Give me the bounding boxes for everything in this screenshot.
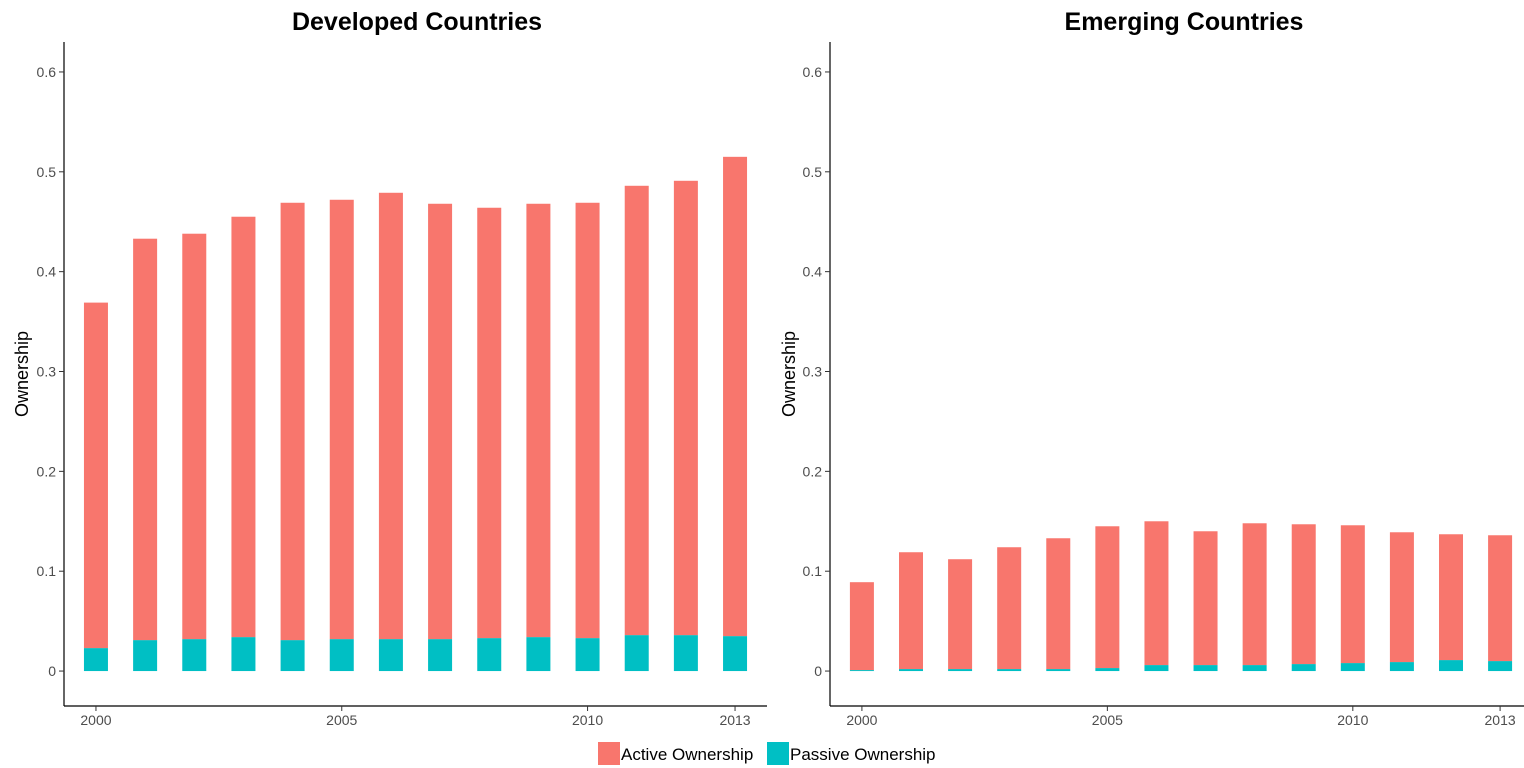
bar-passive — [1242, 665, 1267, 672]
x-ticks-emerging: 2000 2005 2010 2013 — [846, 706, 1516, 728]
bar-active — [1095, 526, 1120, 669]
y-axis-title-developed: Ownership — [12, 331, 32, 417]
y-tick-label: 0.4 — [37, 264, 57, 280]
bar-passive — [948, 669, 973, 672]
y-tick-label: 0.6 — [803, 64, 823, 80]
bar-passive — [83, 648, 108, 672]
x-tick-label: 2010 — [1337, 712, 1368, 728]
legend: Active Ownership Passive Ownership — [598, 742, 936, 765]
bars-developed — [83, 156, 748, 672]
bar-active — [575, 202, 600, 639]
y-ticks-emerging: 0 0.1 0.2 0.3 0.4 0.5 0.6 — [803, 64, 830, 679]
bar-passive — [1095, 668, 1120, 672]
bar-active — [624, 185, 649, 636]
bar-passive — [1389, 662, 1414, 672]
x-tick-label: 2000 — [846, 712, 877, 728]
bar-passive — [526, 637, 551, 672]
panel-emerging-countries: Emerging Countries Ownership 00.10.20.30… — [779, 8, 1524, 728]
bar-active — [1193, 531, 1218, 666]
panel-title-developed: Developed Countries — [292, 8, 542, 36]
bar-active — [1488, 535, 1513, 662]
panel-title-emerging: Emerging Countries — [1065, 8, 1304, 36]
y-tick-label: 0.3 — [37, 364, 57, 380]
bar-passive — [133, 640, 158, 672]
bar-active — [723, 156, 748, 637]
bar-passive — [849, 670, 874, 672]
legend-label-active: Active Ownership — [621, 745, 753, 764]
panel-developed-countries: Developed Countries Ownership 0 0.1 0.2 0.3… — [12, 8, 767, 728]
legend-swatch-passive — [767, 742, 789, 765]
y-tick-label: 0.2 — [803, 463, 823, 479]
y-tick-label: 0.5 — [803, 164, 823, 180]
bar-passive — [673, 635, 698, 672]
bar-active — [849, 582, 874, 671]
bar-passive — [575, 638, 600, 672]
legend-label-passive: Passive Ownership — [790, 745, 936, 764]
bar-active — [378, 192, 403, 640]
bars-emerging — [849, 521, 1513, 672]
bar-active — [1389, 532, 1414, 663]
bar-active — [526, 203, 551, 638]
bar-passive — [723, 636, 748, 672]
bar-passive — [1144, 665, 1169, 672]
bar-active — [477, 207, 502, 639]
bar-active — [673, 180, 698, 636]
y-tick-label: 0.3 — [803, 364, 823, 380]
x-tick-label: 2005 — [326, 712, 357, 728]
bar-passive — [280, 640, 305, 672]
y-tick-label: 0.6 — [37, 64, 57, 80]
bar-active — [231, 216, 256, 638]
bar-passive — [477, 638, 502, 672]
bar-passive — [231, 637, 256, 672]
bar-passive — [1291, 664, 1316, 672]
bar-active — [997, 547, 1022, 670]
bar-active — [133, 238, 158, 641]
x-tick-label: 2013 — [1485, 712, 1516, 728]
bar-passive — [1046, 669, 1071, 672]
x-ticks-developed: 2000 2005 2010 2013 — [80, 706, 751, 728]
bar-active — [1439, 534, 1463, 661]
bar-active — [1046, 538, 1071, 670]
bar-passive — [997, 669, 1022, 672]
bar-passive — [1340, 663, 1365, 672]
bar-passive — [329, 639, 354, 672]
bar-passive — [1439, 660, 1463, 672]
bar-passive — [182, 639, 207, 672]
x-tick-label: 2010 — [572, 712, 603, 728]
y-axis-title-emerging: Ownership — [779, 331, 799, 417]
bar-active — [1144, 521, 1169, 666]
bar-passive — [378, 639, 403, 672]
bar-active — [280, 202, 305, 641]
bar-active — [948, 559, 973, 670]
y-tick-label: 0.1 — [803, 563, 823, 579]
x-tick-label: 2005 — [1092, 712, 1123, 728]
bar-passive — [899, 669, 923, 672]
bar-active — [329, 199, 354, 640]
y-tick-label: 0.2 — [37, 463, 57, 479]
bar-active — [1340, 525, 1365, 664]
bar-active — [428, 203, 453, 640]
y-tick-label: 0.1 — [37, 563, 57, 579]
bar-active — [1291, 524, 1316, 665]
bar-passive — [1488, 661, 1513, 672]
bar-passive — [428, 639, 453, 672]
y-ticks-developed: 0 0.1 0.2 0.3 0.4 0.5 0.6 — [37, 64, 64, 679]
bar-active — [83, 302, 108, 649]
bar-active — [899, 552, 923, 670]
x-tick-label: 2000 — [80, 712, 111, 728]
bar-active — [182, 233, 207, 640]
bar-passive — [624, 635, 649, 672]
y-tick-label: 0.4 — [803, 264, 823, 280]
y-tick-label: 0.5 — [37, 164, 57, 180]
x-tick-label: 2013 — [719, 712, 750, 728]
bar-passive — [1193, 665, 1218, 672]
bar-active — [1242, 523, 1267, 666]
legend-swatch-active — [598, 742, 620, 765]
y-tick-label: 0 — [814, 663, 822, 679]
y-tick-label: 0 — [48, 663, 56, 679]
